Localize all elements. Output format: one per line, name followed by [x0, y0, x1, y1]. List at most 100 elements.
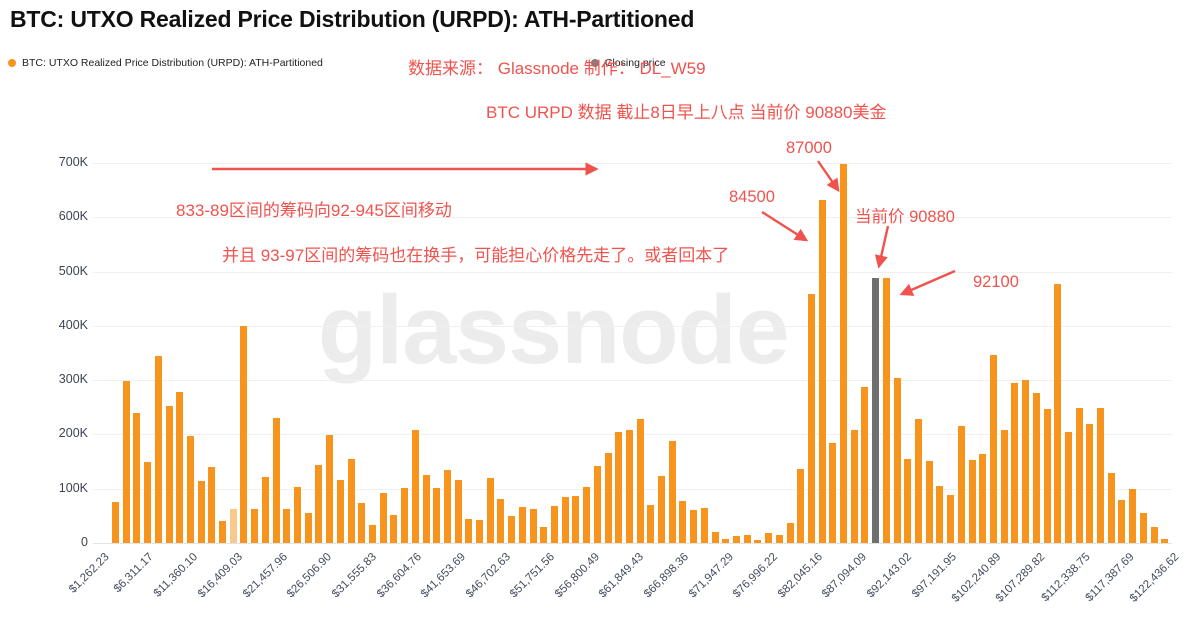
urpd-bar [690, 510, 698, 543]
x-axis-tick-label: $87,094.09 [820, 551, 870, 601]
urpd-bar [422, 475, 430, 543]
urpd-bar [647, 505, 655, 543]
urpd-bar [304, 512, 312, 543]
x-axis-tick-label: $26,506.90 [285, 551, 335, 601]
x-axis-tick-label: $66,898.36 [641, 551, 692, 601]
urpd-bar [411, 430, 419, 543]
x-axis-tick-label: $61,849.43 [597, 551, 647, 601]
urpd-bar [454, 479, 462, 543]
urpd-series-dot-icon [8, 59, 16, 67]
urpd-bar [583, 486, 591, 543]
urpd-bar [925, 460, 933, 543]
urpd-bar [658, 476, 666, 543]
urpd-bar [786, 522, 794, 543]
urpd-bar [1043, 409, 1051, 543]
glassnode-watermark: glassnode [318, 275, 790, 384]
urpd-bar [122, 381, 130, 543]
urpd-bar [947, 495, 955, 543]
page-title: BTC: UTXO Realized Price Distribution (U… [10, 6, 695, 32]
urpd-bar [861, 387, 869, 543]
urpd-bar [390, 514, 398, 543]
x-axis-tick-label: $51,751.56 [508, 551, 558, 601]
urpd-bar [1075, 408, 1083, 543]
urpd-bar [893, 377, 901, 543]
urpd-bar [882, 277, 890, 543]
urpd-bar [968, 459, 976, 543]
legend-label-urpd: BTC: UTXO Realized Price Distribution (U… [22, 57, 323, 69]
legend-item-urpd[interactable]: BTC: UTXO Realized Price Distribution (U… [8, 57, 323, 69]
urpd-bar [133, 412, 141, 543]
legend: BTC: UTXO Realized Price Distribution (U… [8, 57, 666, 69]
legend-label-closing-price: Closing price [604, 57, 666, 69]
urpd-bar [957, 426, 965, 543]
gridline [93, 543, 1172, 544]
gridline [93, 325, 1172, 327]
urpd-bar [550, 506, 558, 543]
urpd-bar [1118, 500, 1126, 543]
urpd-bar [1054, 283, 1062, 543]
legend-item-closing-price[interactable]: Closing price [590, 57, 666, 69]
urpd-bar [336, 479, 344, 543]
urpd-bar [379, 492, 387, 543]
y-axis-tick-label: 600K [58, 209, 88, 224]
x-axis-tick-label: $76,996.22 [731, 551, 781, 601]
x-axis-tick-label: $56,800.49 [552, 551, 602, 601]
urpd-bar [358, 502, 366, 543]
urpd-bar [722, 538, 730, 543]
urpd-bar [915, 418, 923, 543]
urpd-bar [272, 418, 280, 543]
urpd-bar [711, 531, 719, 543]
urpd-bar [1011, 383, 1019, 543]
urpd-bar [604, 453, 612, 543]
urpd-bar [775, 534, 783, 543]
urpd-bar [186, 436, 194, 543]
urpd-bar [733, 535, 740, 543]
price-label-92100: 92100 [973, 273, 1019, 291]
x-axis-tick-label: $1,262.23 [66, 551, 112, 596]
urpd-bar [176, 392, 184, 543]
y-axis-tick-label: 500K [58, 263, 88, 278]
urpd-bar [572, 496, 580, 543]
urpd-bar [561, 497, 569, 543]
gridline [93, 163, 1172, 164]
urpd-bar [294, 487, 302, 543]
x-axis-tick-label: $46,702.63 [463, 551, 513, 601]
urpd-bar [240, 325, 248, 543]
urpd-bar [112, 502, 119, 543]
urpd-bar [840, 164, 848, 543]
urpd-bar [1064, 431, 1072, 543]
urpd-bar [1129, 489, 1137, 543]
closing-price-bar [872, 277, 880, 543]
urpd-bar [261, 476, 269, 543]
urpd-bar [208, 467, 216, 543]
x-axis-tick-label: $31,555.83 [329, 551, 379, 601]
urpd-bar [743, 534, 751, 543]
urpd-bar [529, 509, 537, 543]
urpd-bar [154, 355, 162, 543]
x-axis-tick-label: $16,409.03 [196, 551, 246, 601]
y-axis-tick-label: 400K [58, 317, 88, 332]
x-axis-tick-label: $36,604.76 [374, 551, 424, 601]
urpd-bar [679, 500, 687, 543]
x-axis-tick-label: $11,360.10 [152, 551, 201, 600]
y-axis-tick-label: 0 [81, 535, 88, 549]
urpd-bar [1139, 512, 1147, 543]
urpd-bar [165, 406, 173, 543]
urpd-bar [979, 453, 987, 543]
x-axis-tick-label: $6,311.17 [112, 551, 157, 596]
urpd-bar [486, 478, 494, 543]
urpd-bar [754, 540, 762, 543]
closing-price-dot-icon [590, 59, 599, 67]
urpd-bar [904, 459, 912, 543]
urpd-bar [508, 515, 516, 543]
urpd-bar [1022, 379, 1030, 543]
urpd-bar [936, 486, 944, 543]
price-label-87000: 87000 [786, 139, 832, 157]
urpd-bar [1000, 429, 1008, 543]
urpd-bar [989, 355, 997, 543]
turnover-note: 并且 93-97区间的筹码也在换手，可能担心价格先走了。或者回本了 [222, 246, 730, 265]
x-axis-tick-label: $92,143.02 [864, 551, 914, 601]
urpd-bar [615, 431, 623, 543]
